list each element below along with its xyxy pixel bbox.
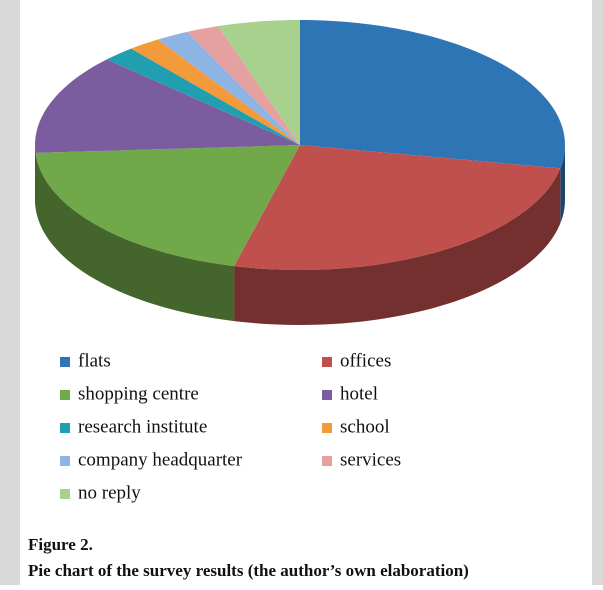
slice (218, 20, 300, 145)
slice (35, 59, 300, 153)
legend-swatch (60, 423, 70, 433)
slice (106, 48, 301, 145)
legend-swatch (60, 357, 70, 367)
legend-label: no reply (78, 482, 141, 503)
slice (187, 26, 300, 145)
legend-label: company headquarter (78, 449, 243, 470)
legend-label: shopping centre (78, 383, 199, 404)
slice (35, 145, 300, 267)
legend-swatch (322, 390, 332, 400)
legend-label: offices (340, 350, 391, 371)
left-border (0, 0, 20, 585)
slice-side (35, 145, 36, 208)
legend-label: school (340, 416, 390, 437)
legend-swatch (322, 456, 332, 466)
slice (300, 20, 565, 169)
right-border (592, 0, 603, 585)
legend-swatch (322, 423, 332, 433)
legend-swatch (60, 456, 70, 466)
figure-label: Figure 2. (28, 535, 93, 554)
legend-swatch (322, 357, 332, 367)
legend-label: hotel (340, 383, 378, 404)
figure-caption: Pie chart of the survey results (the aut… (28, 561, 469, 580)
slice (131, 39, 300, 145)
slice-side (234, 168, 561, 325)
slice (158, 31, 300, 145)
legend: flats offices shopping centre hotel research… (60, 350, 401, 503)
slice-side (560, 145, 565, 224)
legend-swatch (60, 390, 70, 400)
legend-label: services (340, 449, 401, 470)
pie (35, 20, 565, 325)
legend-label: research institute (78, 416, 207, 437)
legend-label: flats (78, 350, 111, 371)
legend-swatch (60, 489, 70, 499)
slice (234, 145, 561, 270)
slice-side (35, 152, 235, 322)
